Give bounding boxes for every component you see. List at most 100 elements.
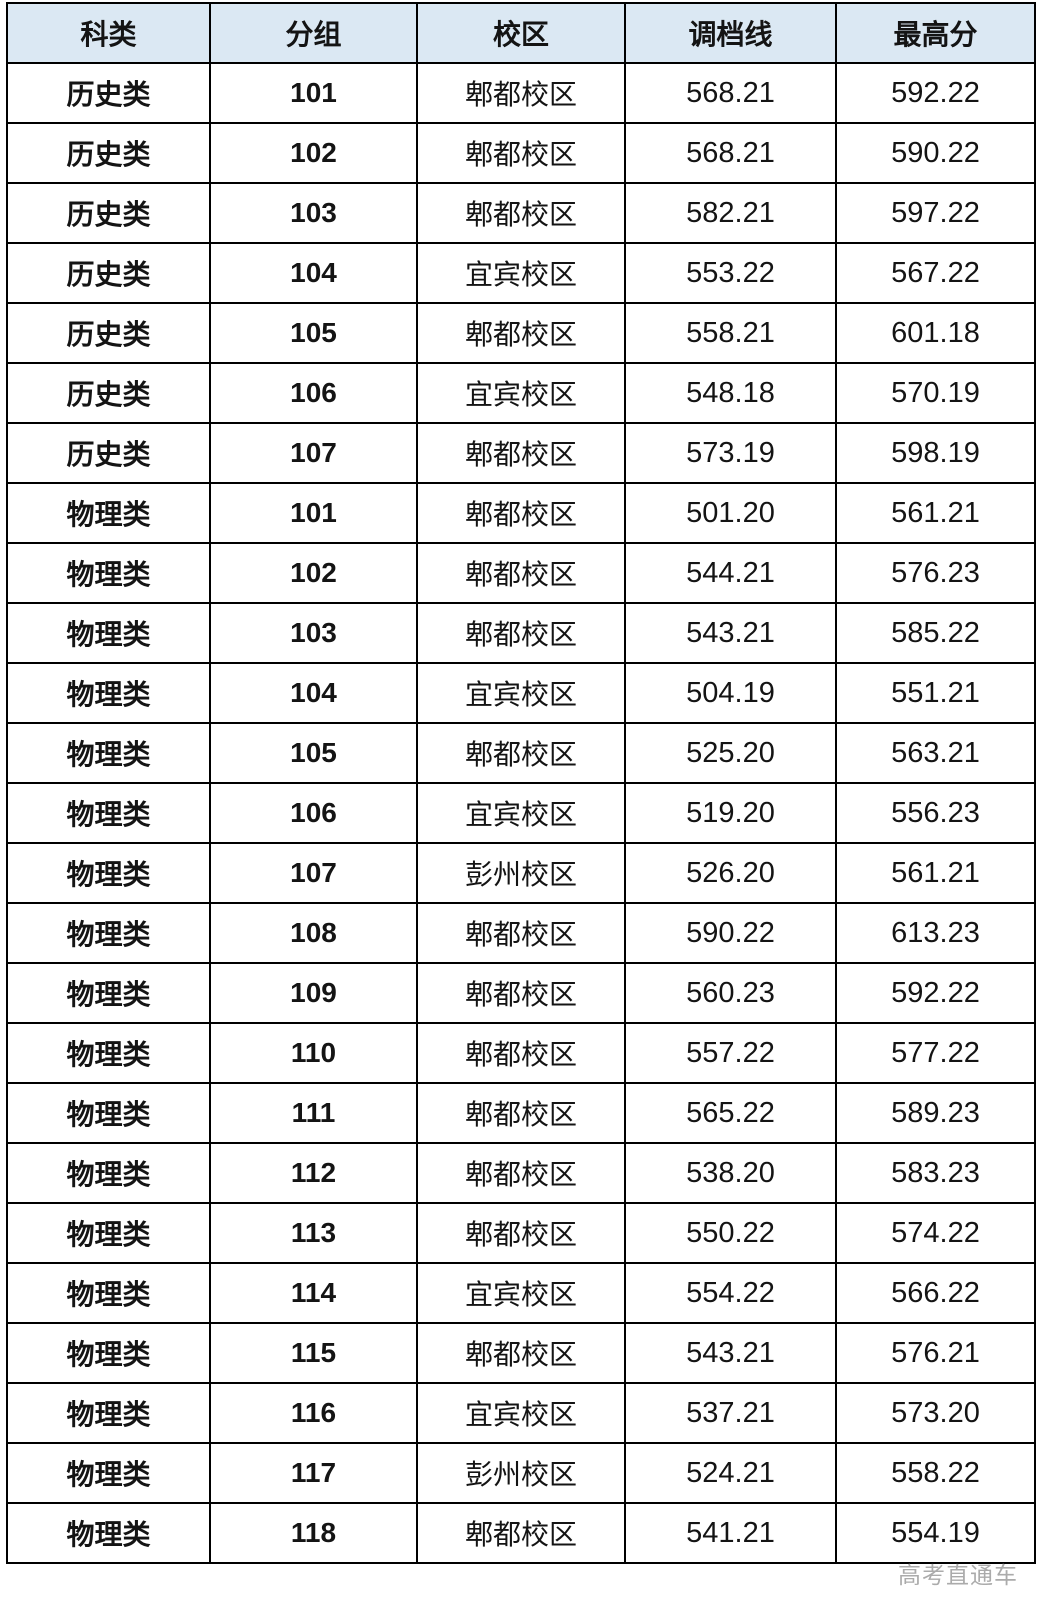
highest-score-cell: 574.22	[835, 1202, 1036, 1264]
cutoff-score-cell: 504.19	[624, 662, 837, 724]
group-cell: 101	[209, 62, 418, 124]
category-cell: 物理类	[6, 1382, 211, 1444]
category-cell: 物理类	[6, 1142, 211, 1204]
column-header-category: 科类	[6, 2, 211, 64]
table-row: 物理类 117 彭州校区 524.21 558.22	[6, 1442, 1036, 1504]
campus-cell: 郫都校区	[416, 302, 626, 364]
campus-cell: 郫都校区	[416, 122, 626, 184]
group-cell: 104	[209, 662, 418, 724]
campus-cell: 郫都校区	[416, 602, 626, 664]
cutoff-score-cell: 590.22	[624, 902, 837, 964]
highest-score-cell: 592.22	[835, 62, 1036, 124]
group-cell: 112	[209, 1142, 418, 1204]
group-cell: 117	[209, 1442, 418, 1504]
cutoff-score-cell: 524.21	[624, 1442, 837, 1504]
group-cell: 106	[209, 362, 418, 424]
table-row: 物理类 114 宜宾校区 554.22 566.22	[6, 1262, 1036, 1324]
group-cell: 107	[209, 422, 418, 484]
table-body: 历史类 101 郫都校区 568.21 592.22 历史类 102 郫都校区 568.21 59…	[6, 62, 1036, 1564]
campus-cell: 宜宾校区	[416, 242, 626, 304]
group-cell: 102	[209, 122, 418, 184]
cutoff-score-cell: 548.18	[624, 362, 837, 424]
table-row: 物理类 101 郫都校区 501.20 561.21	[6, 482, 1036, 544]
table-row: 历史类 105 郫都校区 558.21 601.18	[6, 302, 1036, 364]
cutoff-score-cell: 526.20	[624, 842, 837, 904]
group-cell: 115	[209, 1322, 418, 1384]
campus-cell: 郫都校区	[416, 1202, 626, 1264]
category-cell: 物理类	[6, 1022, 211, 1084]
group-cell: 107	[209, 842, 418, 904]
highest-score-cell: 561.21	[835, 842, 1036, 904]
table-row: 物理类 106 宜宾校区 519.20 556.23	[6, 782, 1036, 844]
highest-score-cell: 573.20	[835, 1382, 1036, 1444]
campus-cell: 郫都校区	[416, 902, 626, 964]
table-row: 物理类 112 郫都校区 538.20 583.23	[6, 1142, 1036, 1204]
highest-score-cell: 613.23	[835, 902, 1036, 964]
table-row: 历史类 102 郫都校区 568.21 590.22	[6, 122, 1036, 184]
highest-score-cell: 585.22	[835, 602, 1036, 664]
highest-score-cell: 577.22	[835, 1022, 1036, 1084]
campus-cell: 郫都校区	[416, 182, 626, 244]
cutoff-score-cell: 525.20	[624, 722, 837, 784]
table-row: 物理类 107 彭州校区 526.20 561.21	[6, 842, 1036, 904]
table-row: 历史类 104 宜宾校区 553.22 567.22	[6, 242, 1036, 304]
group-cell: 104	[209, 242, 418, 304]
category-cell: 物理类	[6, 1322, 211, 1384]
category-cell: 物理类	[6, 1082, 211, 1144]
column-header-campus: 校区	[416, 2, 626, 64]
group-cell: 110	[209, 1022, 418, 1084]
highest-score-cell: 570.19	[835, 362, 1036, 424]
cutoff-score-cell: 568.21	[624, 62, 837, 124]
table-row: 物理类 111 郫都校区 565.22 589.23	[6, 1082, 1036, 1144]
highest-score-cell: 590.22	[835, 122, 1036, 184]
admission-score-table: 科类 分组 校区 调档线 最高分 历史类 101 郫都校区 568.21 592.22 历…	[6, 2, 1036, 1564]
category-cell: 物理类	[6, 1502, 211, 1564]
campus-cell: 郫都校区	[416, 482, 626, 544]
highest-score-cell: 583.23	[835, 1142, 1036, 1204]
campus-cell: 郫都校区	[416, 1322, 626, 1384]
category-cell: 物理类	[6, 542, 211, 604]
group-cell: 118	[209, 1502, 418, 1564]
category-cell: 物理类	[6, 902, 211, 964]
table-row: 物理类 103 郫都校区 543.21 585.22	[6, 602, 1036, 664]
campus-cell: 郫都校区	[416, 422, 626, 484]
campus-cell: 郫都校区	[416, 962, 626, 1024]
table-row: 物理类 108 郫都校区 590.22 613.23	[6, 902, 1036, 964]
group-cell: 105	[209, 722, 418, 784]
category-cell: 物理类	[6, 1262, 211, 1324]
column-header-cutoff-score: 调档线	[624, 2, 837, 64]
table-row: 物理类 110 郫都校区 557.22 577.22	[6, 1022, 1036, 1084]
column-header-group: 分组	[209, 2, 418, 64]
campus-cell: 彭州校区	[416, 1442, 626, 1504]
highest-score-cell: 558.22	[835, 1442, 1036, 1504]
category-cell: 物理类	[6, 722, 211, 784]
cutoff-score-cell: 558.21	[624, 302, 837, 364]
highest-score-cell: 551.21	[835, 662, 1036, 724]
group-cell: 108	[209, 902, 418, 964]
cutoff-score-cell: 501.20	[624, 482, 837, 544]
cutoff-score-cell: 543.21	[624, 1322, 837, 1384]
category-cell: 物理类	[6, 662, 211, 724]
campus-cell: 郫都校区	[416, 722, 626, 784]
category-cell: 历史类	[6, 182, 211, 244]
category-cell: 历史类	[6, 62, 211, 124]
campus-cell: 郫都校区	[416, 1082, 626, 1144]
campus-cell: 宜宾校区	[416, 1382, 626, 1444]
table-row: 历史类 103 郫都校区 582.21 597.22	[6, 182, 1036, 244]
campus-cell: 宜宾校区	[416, 362, 626, 424]
category-cell: 物理类	[6, 962, 211, 1024]
table-row: 物理类 116 宜宾校区 537.21 573.20	[6, 1382, 1036, 1444]
category-cell: 历史类	[6, 122, 211, 184]
group-cell: 111	[209, 1082, 418, 1144]
table-row: 物理类 104 宜宾校区 504.19 551.21	[6, 662, 1036, 724]
header-row: 科类 分组 校区 调档线 最高分	[6, 2, 1036, 64]
campus-cell: 郫都校区	[416, 1142, 626, 1204]
cutoff-score-cell: 560.23	[624, 962, 837, 1024]
category-cell: 物理类	[6, 1442, 211, 1504]
category-cell: 物理类	[6, 1202, 211, 1264]
highest-score-cell: 576.23	[835, 542, 1036, 604]
table-row: 物理类 105 郫都校区 525.20 563.21	[6, 722, 1036, 784]
category-cell: 历史类	[6, 242, 211, 304]
campus-cell: 宜宾校区	[416, 782, 626, 844]
